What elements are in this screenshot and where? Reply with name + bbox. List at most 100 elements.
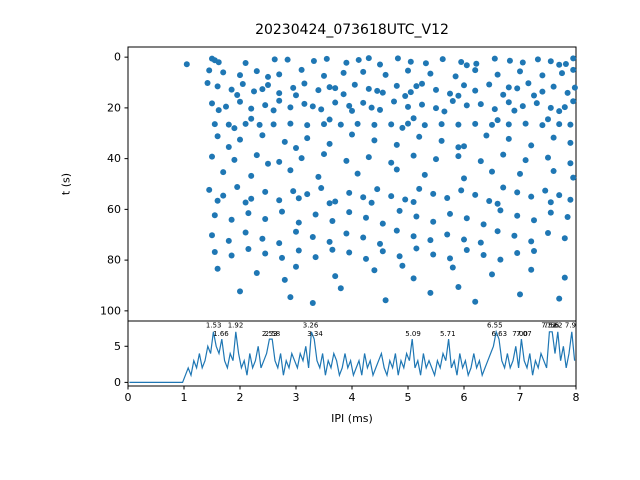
- scatter-point: [326, 116, 333, 123]
- scatter-point: [455, 121, 462, 128]
- scatter-point: [421, 122, 428, 129]
- scatter-point: [287, 104, 294, 111]
- scatter-point: [329, 218, 336, 225]
- scatter-point: [533, 100, 540, 107]
- scatter-point: [547, 104, 554, 111]
- scatter-point: [234, 184, 241, 191]
- scatter-point: [206, 67, 213, 74]
- scatter-point: [567, 160, 574, 167]
- scatter-point: [463, 62, 470, 69]
- scatter-point: [564, 89, 571, 96]
- x-tick-label: 1: [181, 391, 188, 404]
- scatter-point: [225, 121, 232, 128]
- scatter-point: [265, 82, 271, 89]
- scatter-point: [472, 191, 479, 198]
- scatter-point: [287, 120, 294, 127]
- scatter-point: [259, 86, 266, 93]
- scatter-point: [430, 251, 437, 258]
- scatter-point: [225, 143, 232, 150]
- scatter-point: [534, 56, 541, 63]
- scatter-point: [262, 250, 269, 257]
- scatter-point: [293, 92, 299, 99]
- scatter-point: [253, 270, 260, 277]
- scatter-point: [340, 69, 347, 76]
- scatter-point: [416, 185, 423, 192]
- scatter-point: [433, 86, 439, 93]
- scatter-point: [211, 121, 218, 128]
- scatter-point: [321, 72, 327, 79]
- scatter-point: [231, 156, 238, 163]
- peak-annotations: 1.531.661.92 2.532.58 3.263.34 5.09 5.71 6.55…: [206, 322, 576, 339]
- scatter-point: [211, 212, 218, 219]
- scatter-point: [433, 156, 439, 163]
- scatter-point: [517, 170, 523, 177]
- scatter-point: [410, 275, 417, 282]
- scatter-point: [562, 60, 569, 67]
- scatter-point: [528, 238, 535, 245]
- scatter-point: [371, 137, 378, 144]
- scatter-point: [393, 141, 400, 148]
- scatter-point: [570, 66, 577, 73]
- scatter-point: [500, 151, 507, 158]
- scatter-point: [326, 84, 333, 91]
- scatter-point: [402, 196, 409, 203]
- y-tick-label: 0: [114, 51, 121, 64]
- scatter-point: [480, 221, 487, 228]
- scatter-point: [472, 120, 479, 127]
- scatter-point: [262, 216, 269, 223]
- peak-annotation: 6.63: [491, 330, 507, 338]
- x-tick-label: 4: [349, 391, 356, 404]
- scatter-point: [525, 80, 532, 87]
- scatter-point: [430, 190, 437, 197]
- scatter-point: [567, 139, 574, 146]
- scatter-point: [377, 61, 383, 68]
- scatter-point: [407, 58, 414, 65]
- peak-annotation: 7.00: [512, 330, 528, 338]
- scatter-point: [500, 91, 507, 98]
- scatter-point: [309, 234, 316, 241]
- scatter-point: [276, 97, 283, 104]
- scatter-point: [545, 229, 551, 236]
- scatter-point: [545, 116, 551, 123]
- scatter-point: [321, 121, 327, 128]
- histogram-axes-frame: [127, 320, 577, 387]
- peak-annotation: 7.9: [565, 322, 576, 330]
- scatter-point: [489, 121, 495, 128]
- scatter-point: [253, 68, 260, 75]
- scatter-point: [497, 256, 504, 263]
- scatter-point: [427, 237, 434, 244]
- scatter-point: [270, 107, 277, 114]
- scatter-point: [374, 87, 381, 94]
- scatter-point: [388, 121, 395, 128]
- scatter-point: [494, 71, 501, 78]
- scatter-point: [214, 197, 221, 204]
- scatter-point: [265, 73, 271, 80]
- scatter-point: [340, 91, 347, 98]
- scatter-point: [396, 253, 403, 260]
- scatter-point: [455, 284, 462, 291]
- scatter-point: [248, 105, 255, 112]
- scatter-point: [517, 291, 523, 298]
- scatter-point: [413, 245, 420, 252]
- scatter-point: [382, 297, 389, 304]
- scatter-point: [377, 240, 383, 247]
- scatter-point: [461, 143, 467, 150]
- scatter-point: [204, 80, 211, 87]
- peak-annotation: 7.52: [541, 322, 557, 330]
- scatter-point: [293, 263, 299, 270]
- scatter-point: [556, 108, 563, 115]
- scatter-point: [402, 92, 409, 99]
- scatter-point: [301, 80, 308, 87]
- scatter-point: [410, 233, 417, 240]
- peak-annotation: 1.92: [228, 322, 244, 330]
- scatter-point: [276, 197, 283, 204]
- scatter-point: [295, 195, 302, 202]
- scatter-point: [531, 247, 537, 254]
- scatter-point: [293, 228, 299, 235]
- x-tick-label: 2: [237, 391, 244, 404]
- scatter-point: [505, 99, 512, 106]
- scatter-point: [262, 102, 269, 109]
- scatter-point: [561, 274, 568, 281]
- scatter-point: [416, 133, 423, 140]
